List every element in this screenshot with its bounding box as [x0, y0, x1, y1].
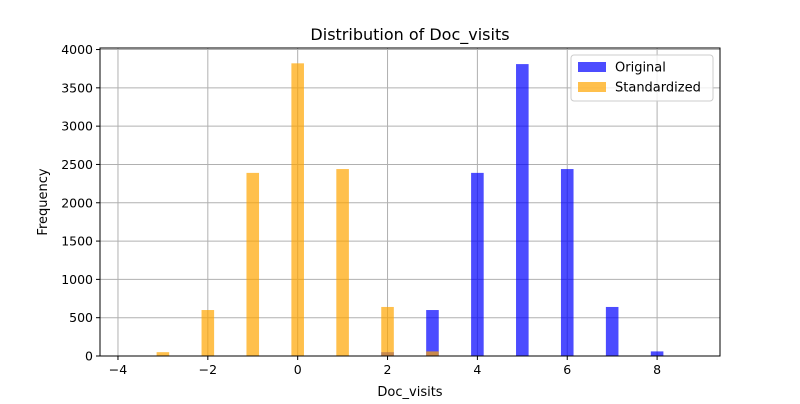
x-tick-label: −2 [199, 362, 217, 377]
bar-standardized [381, 306, 394, 356]
legend-label-standardized: Standardized [615, 81, 701, 96]
bar-original [605, 306, 619, 356]
y-tick-label: 4000 [61, 42, 93, 57]
bar-standardized [336, 169, 349, 356]
x-tick-label: 8 [653, 362, 661, 377]
legend: Original Standardized [570, 54, 714, 102]
x-tick-label: 2 [384, 362, 392, 377]
bar-original [471, 172, 484, 356]
y-tick-label: 3500 [61, 80, 93, 95]
bar-standardized [291, 63, 304, 356]
y-tick-label: 3000 [61, 119, 93, 134]
y-tick-label: 1500 [61, 234, 93, 249]
plot-frame [99, 47, 721, 357]
legend-swatch-original [578, 62, 606, 72]
x-tick-label: 6 [563, 362, 571, 377]
series-original [381, 64, 664, 357]
y-tick-label: 1000 [61, 272, 93, 287]
x-tick-label: 4 [473, 362, 481, 377]
y-tick-label: 2000 [61, 195, 93, 210]
bar-original [426, 310, 439, 356]
bar-original [560, 169, 574, 356]
chart-title: Distribution of Doc_visits [310, 25, 509, 45]
bar-original [516, 64, 529, 357]
bar-standardized [246, 172, 260, 356]
y-tick-label: 500 [69, 310, 93, 325]
y-tick-label: 0 [85, 349, 93, 364]
bars [156, 63, 664, 357]
legend-box [570, 54, 714, 102]
y-axis-label: Frequency [36, 168, 51, 235]
bar-original [650, 351, 664, 356]
bar-standardized [156, 352, 170, 356]
bar-standardized [201, 310, 215, 356]
legend-swatch-standardized [578, 82, 606, 92]
series-standardized [156, 63, 439, 356]
axis-ticks: −4 −2 0 2 4 6 8 0 500 1000 1500 2000 2500 3000 3500 400… [61, 42, 661, 377]
bar-standardized [426, 351, 439, 356]
y-tick-label: 2500 [61, 157, 93, 172]
x-tick-label: −4 [109, 362, 127, 377]
x-tick-label: 0 [294, 362, 302, 377]
x-axis-label: Doc_visits [377, 385, 442, 400]
legend-label-original: Original [615, 61, 666, 76]
